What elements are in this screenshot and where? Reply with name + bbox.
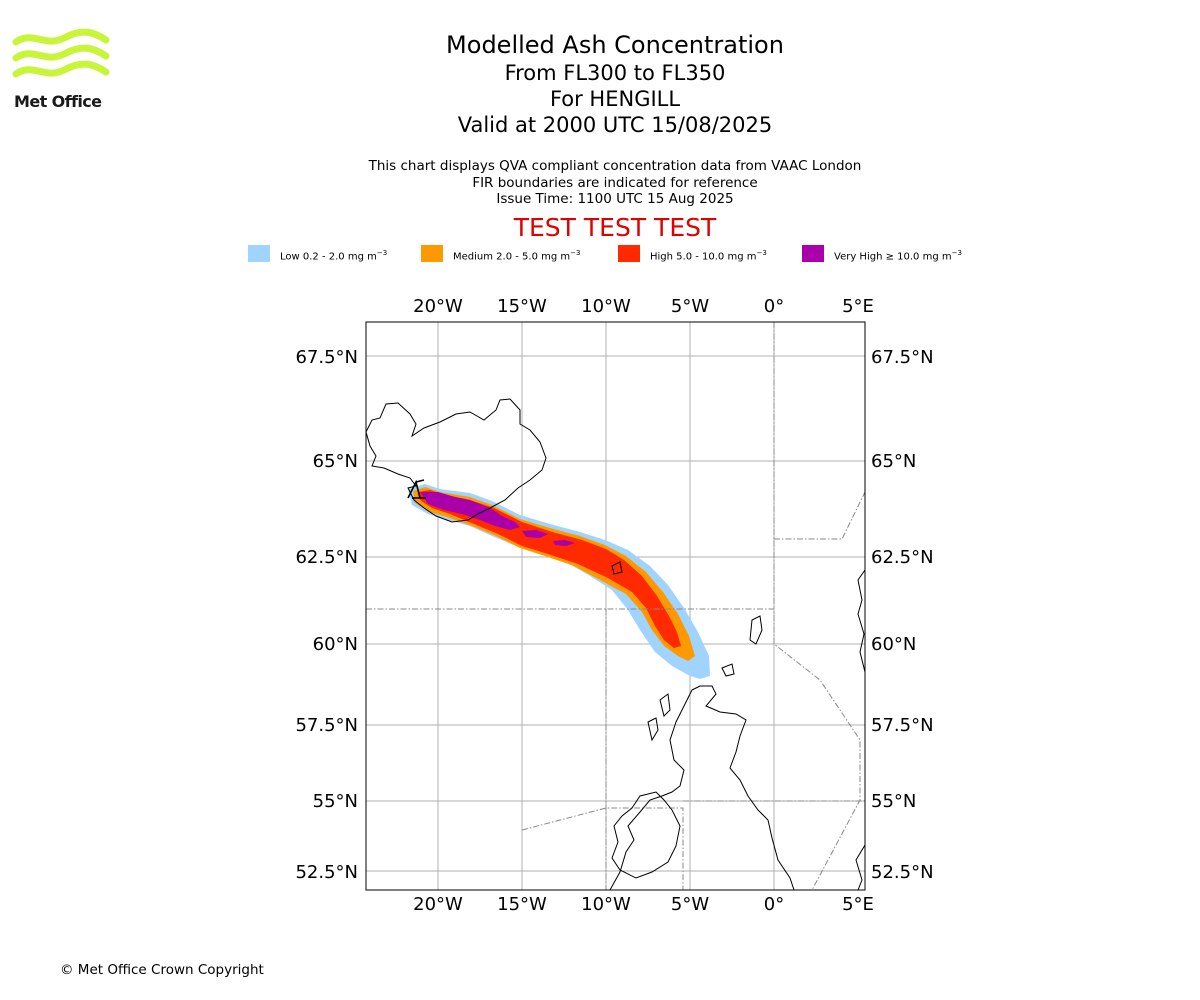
lat-label-left: 52.5°N bbox=[295, 862, 358, 883]
logo-text: Met Office bbox=[14, 92, 102, 111]
legend-swatch-very-high bbox=[802, 245, 824, 262]
ash-plume-medium bbox=[413, 487, 695, 661]
map-frame bbox=[365, 321, 866, 891]
valid-time: Valid at 2000 UTC 15/08/2025 bbox=[457, 113, 773, 137]
coastline-scotland bbox=[609, 685, 795, 890]
volcano-marker-icon bbox=[407, 479, 426, 499]
lon-labels-top: 20°W 15°W 10°W 5°W 0° 5°E bbox=[413, 296, 874, 317]
lon-label-bottom: 15°W bbox=[497, 894, 547, 915]
lat-label-left: 60°N bbox=[313, 634, 358, 655]
flight-level-range: From FL300 to FL350 bbox=[504, 61, 726, 85]
lat-label-right: 60°N bbox=[871, 634, 916, 655]
coastline-orkney bbox=[721, 663, 735, 677]
coastline-faroes bbox=[611, 561, 623, 575]
lat-label-right: 57.5°N bbox=[871, 715, 934, 736]
graticule bbox=[366, 322, 865, 890]
lon-label-top: 20°W bbox=[413, 296, 463, 317]
volcano-name: For HENGILL bbox=[549, 87, 681, 111]
coastline-shetland bbox=[749, 615, 763, 645]
coastline-ireland bbox=[611, 791, 681, 879]
lon-label-top: 5°W bbox=[671, 296, 709, 317]
lat-label-right: 55°N bbox=[871, 791, 916, 812]
legend: Low 0.2 - 2.0 mg m−3 Medium 2.0 - 5.0 mg… bbox=[0, 244, 1200, 264]
coastline-hebrides-2 bbox=[647, 717, 659, 742]
legend-label-very-high: Very High ≥ 10.0 mg m−3 bbox=[834, 249, 962, 263]
lat-labels-left: 67.5°N 65°N 62.5°N 60°N 57.5°N 55°N 52.5… bbox=[295, 347, 358, 883]
lat-label-left: 55°N bbox=[313, 791, 358, 812]
lon-label-top: 0° bbox=[764, 296, 784, 317]
info-line-source: This chart displays QVA compliant concen… bbox=[368, 158, 862, 174]
coastlines bbox=[366, 398, 865, 890]
page-title: Modelled Ash Concentration bbox=[446, 31, 784, 59]
lon-label-top: 10°W bbox=[581, 296, 631, 317]
lon-label-top: 5°E bbox=[842, 296, 874, 317]
coastline-hebrides bbox=[659, 693, 671, 717]
copyright-footer: © Met Office Crown Copyright bbox=[60, 962, 264, 978]
fir-boundaries bbox=[366, 322, 865, 890]
legend-swatch-medium bbox=[421, 245, 443, 262]
chart-titles: Modelled Ash Concentration From FL300 to… bbox=[315, 30, 915, 138]
coastline-denmark bbox=[855, 844, 865, 890]
ash-plume-very-high-3 bbox=[553, 540, 575, 546]
lon-label-bottom: 0° bbox=[764, 894, 784, 915]
lat-label-right: 65°N bbox=[871, 451, 916, 472]
lat-label-right: 52.5°N bbox=[871, 862, 934, 883]
info-line-fir: FIR boundaries are indicated for referen… bbox=[472, 174, 758, 191]
coastline-iceland bbox=[366, 398, 547, 523]
lon-label-bottom: 10°W bbox=[581, 894, 631, 915]
lat-label-left: 67.5°N bbox=[295, 347, 358, 368]
lat-label-left: 57.5°N bbox=[295, 715, 358, 736]
lat-label-left: 65°N bbox=[313, 451, 358, 472]
lon-label-bottom: 5°E bbox=[842, 894, 874, 915]
met-office-logo-icon bbox=[12, 28, 110, 78]
test-banner: TEST TEST TEST bbox=[513, 213, 717, 242]
legend-swatch-high bbox=[618, 245, 640, 262]
chart-info: This chart displays QVA compliant concen… bbox=[315, 158, 915, 208]
lat-label-right: 67.5°N bbox=[871, 347, 934, 368]
lon-label-top: 15°W bbox=[497, 296, 547, 317]
legend-label-medium: Medium 2.0 - 5.0 mg m−3 bbox=[453, 249, 581, 263]
lat-label-left: 62.5°N bbox=[295, 547, 358, 568]
ash-plume-very-high-2 bbox=[522, 530, 548, 538]
coastline-norway bbox=[857, 569, 865, 673]
legend-label-low: Low 0.2 - 2.0 mg m−3 bbox=[280, 249, 388, 263]
lon-label-bottom: 5°W bbox=[671, 894, 709, 915]
legend-label-high: High 5.0 - 10.0 mg m−3 bbox=[650, 249, 767, 263]
lat-label-right: 62.5°N bbox=[871, 547, 934, 568]
lon-label-bottom: 20°W bbox=[413, 894, 463, 915]
info-line-issue-time: Issue Time: 1100 UTC 15 Aug 2025 bbox=[496, 191, 734, 207]
lon-labels-bottom: 20°W 15°W 10°W 5°W 0° 5°E bbox=[413, 894, 874, 915]
ash-plume-very-high-1 bbox=[420, 492, 520, 530]
legend-swatch-low bbox=[248, 245, 270, 262]
lat-labels-right: 67.5°N 65°N 62.5°N 60°N 57.5°N 55°N 52.5… bbox=[871, 347, 934, 883]
